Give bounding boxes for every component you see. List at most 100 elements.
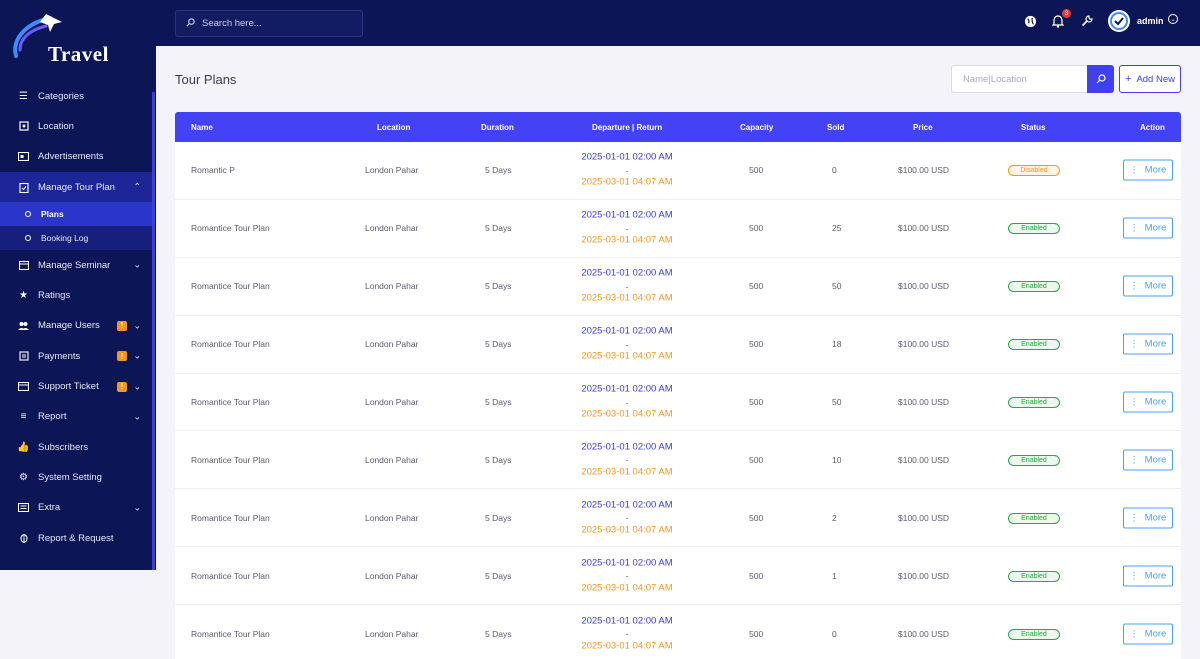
cell-departure-return: 2025-01-01 02:00 AM -2025-03-01 04:07 AM bbox=[575, 441, 679, 479]
sidebar-item-payments[interactable]: Payments ! ⌄ bbox=[0, 341, 153, 371]
sidebar-item-label: Ratings bbox=[38, 290, 71, 302]
extra-icon bbox=[18, 502, 29, 513]
cell-price: $100.00 USD bbox=[898, 397, 950, 407]
table-row: Romantic P London Pahar 5 Days 2025-01-01 0… bbox=[175, 142, 1181, 200]
vertical-dots-icon: ⋮ bbox=[1129, 396, 1139, 407]
sidebar-item-report[interactable]: ≡ Report ⌄ bbox=[0, 402, 153, 432]
sidebar-item-location[interactable]: Location bbox=[0, 111, 153, 141]
cell-location: London Pahar bbox=[365, 339, 419, 350]
name-location-filter-input[interactable] bbox=[963, 73, 1078, 85]
topbar: 3 admin ⌄ bbox=[156, 0, 1200, 46]
add-new-button[interactable]: + Add New bbox=[1119, 65, 1181, 93]
more-button[interactable]: ⋮ More bbox=[1123, 159, 1173, 181]
return-time: 2025-03-01 04:07 AM bbox=[581, 581, 673, 593]
more-button[interactable]: ⋮ More bbox=[1123, 333, 1173, 355]
location-icon bbox=[18, 121, 29, 132]
sidebar-item-report-request[interactable]: Report & Request bbox=[0, 523, 153, 553]
status-badge: Enabled bbox=[1008, 570, 1060, 582]
cell-duration: 5 Days bbox=[485, 397, 512, 407]
cell-price: $100.00 USD bbox=[898, 570, 950, 581]
departure-time: 2025-01-01 02:00 AM bbox=[581, 441, 673, 453]
more-button[interactable]: ⋮ More bbox=[1123, 565, 1173, 587]
sidebar-subitem-label: Plans bbox=[41, 209, 64, 220]
sidebar-item-subscribers[interactable]: 👍 Subscribers bbox=[0, 432, 153, 462]
sidebar-item-categories[interactable]: ☰ Categories bbox=[0, 81, 153, 111]
cell-name: Romantice Tour Plan bbox=[191, 281, 270, 292]
status-badge: Enabled bbox=[1008, 281, 1060, 293]
departure-time: 2025-01-01 02:00 AM bbox=[581, 151, 673, 163]
table-row: Romantice Tour Plan London Pahar 5 Days 202… bbox=[175, 316, 1181, 374]
sidebar-subitem-plans[interactable]: Plans bbox=[0, 202, 153, 227]
advertisements-icon bbox=[18, 151, 29, 162]
users-icon bbox=[18, 320, 29, 331]
brand-logo[interactable]: Travel bbox=[10, 10, 110, 66]
vertical-dots-icon: ⋮ bbox=[1129, 338, 1139, 349]
cell-capacity: 500 bbox=[749, 165, 764, 176]
more-button[interactable]: ⋮ More bbox=[1123, 391, 1173, 413]
sidebar: Travel ☰ Categories Location Advertiseme… bbox=[0, 0, 156, 570]
avatar[interactable] bbox=[1108, 10, 1130, 32]
user-menu-chevron-icon[interactable]: ⌄ bbox=[1168, 14, 1178, 24]
notification-bell-icon[interactable]: 3 bbox=[1050, 9, 1071, 29]
sidebar-item-manage-seminar[interactable]: Manage Seminar ⌄ bbox=[0, 250, 153, 280]
sidebar-subitem-booking-log[interactable]: Booking Log bbox=[0, 226, 153, 251]
cell-capacity: 500 bbox=[749, 512, 764, 523]
sidebar-item-manage-users[interactable]: Manage Users ! ⌄ bbox=[0, 311, 153, 341]
more-label: More bbox=[1144, 570, 1167, 582]
column-header-name: Name bbox=[191, 122, 213, 132]
wrench-icon[interactable] bbox=[1079, 13, 1095, 29]
date-separator: - bbox=[625, 280, 629, 291]
table-row: Romantice Tour Plan London Pahar 5 Days 202… bbox=[175, 374, 1181, 432]
cell-status: Enabled bbox=[1008, 222, 1060, 235]
cell-sold: 18 bbox=[832, 339, 842, 350]
notification-count-badge: 3 bbox=[1062, 9, 1071, 18]
sidebar-item-system-setting[interactable]: ⚙ System Setting bbox=[0, 462, 153, 492]
return-time: 2025-03-01 04:07 AM bbox=[581, 350, 673, 362]
search-input[interactable] bbox=[202, 18, 352, 29]
vertical-dots-icon: ⋮ bbox=[1129, 280, 1139, 291]
cell-duration: 5 Days bbox=[485, 570, 512, 581]
cell-sold: 50 bbox=[832, 281, 842, 292]
chevron-down-icon: ⌄ bbox=[133, 381, 141, 392]
cell-location: London Pahar bbox=[365, 281, 419, 292]
more-button[interactable]: ⋮ More bbox=[1123, 217, 1173, 239]
sidebar-item-ratings[interactable]: ★ Ratings bbox=[0, 280, 153, 310]
cell-action: ⋮ More bbox=[1123, 217, 1173, 239]
status-badge: Enabled bbox=[1008, 512, 1060, 524]
cell-capacity: 500 bbox=[749, 339, 764, 350]
date-separator: - bbox=[625, 628, 629, 639]
column-header-location: Location bbox=[377, 122, 411, 132]
cell-name: Romantice Tour Plan bbox=[191, 628, 270, 639]
table-body: Romantic P London Pahar 5 Days 2025-01-01 0… bbox=[175, 142, 1181, 659]
sidebar-item-label: Extra bbox=[38, 502, 61, 514]
vertical-dots-icon: ⋮ bbox=[1129, 628, 1139, 639]
more-button[interactable]: ⋮ More bbox=[1123, 507, 1173, 529]
departure-time: 2025-01-01 02:00 AM bbox=[581, 209, 673, 221]
cell-status: Enabled bbox=[1008, 338, 1060, 351]
bug-icon bbox=[18, 533, 29, 544]
search-box[interactable] bbox=[175, 10, 363, 37]
sidebar-scrollbar[interactable] bbox=[152, 92, 155, 570]
vertical-dots-icon: ⋮ bbox=[1129, 164, 1139, 175]
return-time: 2025-03-01 04:07 AM bbox=[581, 176, 673, 188]
sidebar-item-support-ticket[interactable]: Support Ticket ! ⌄ bbox=[0, 371, 153, 401]
filter-search-button[interactable] bbox=[1087, 65, 1114, 93]
more-button[interactable]: ⋮ More bbox=[1123, 449, 1173, 471]
cell-status: Enabled bbox=[1008, 628, 1060, 640]
more-button[interactable]: ⋮ More bbox=[1123, 623, 1173, 645]
date-separator: - bbox=[625, 223, 629, 234]
sidebar-item-manage-tour-plan[interactable]: Manage Tour Plan ⌃ bbox=[0, 171, 153, 203]
more-button[interactable]: ⋮ More bbox=[1123, 275, 1173, 297]
departure-time: 2025-01-01 02:00 AM bbox=[581, 614, 673, 626]
cell-location: London Pahar bbox=[365, 397, 419, 407]
sidebar-item-extra[interactable]: Extra ⌄ bbox=[0, 493, 153, 523]
sidebar-item-advertisements[interactable]: Advertisements bbox=[0, 142, 153, 172]
language-globe-icon[interactable] bbox=[1022, 13, 1038, 29]
cell-status: Enabled bbox=[1008, 280, 1060, 293]
cell-status: Enabled bbox=[1008, 396, 1060, 408]
cell-price: $100.00 USD bbox=[898, 454, 950, 465]
cell-duration: 5 Days bbox=[485, 281, 512, 292]
filter-box[interactable] bbox=[951, 65, 1087, 93]
user-name[interactable]: admin bbox=[1137, 16, 1164, 26]
cell-duration: 5 Days bbox=[485, 628, 512, 639]
